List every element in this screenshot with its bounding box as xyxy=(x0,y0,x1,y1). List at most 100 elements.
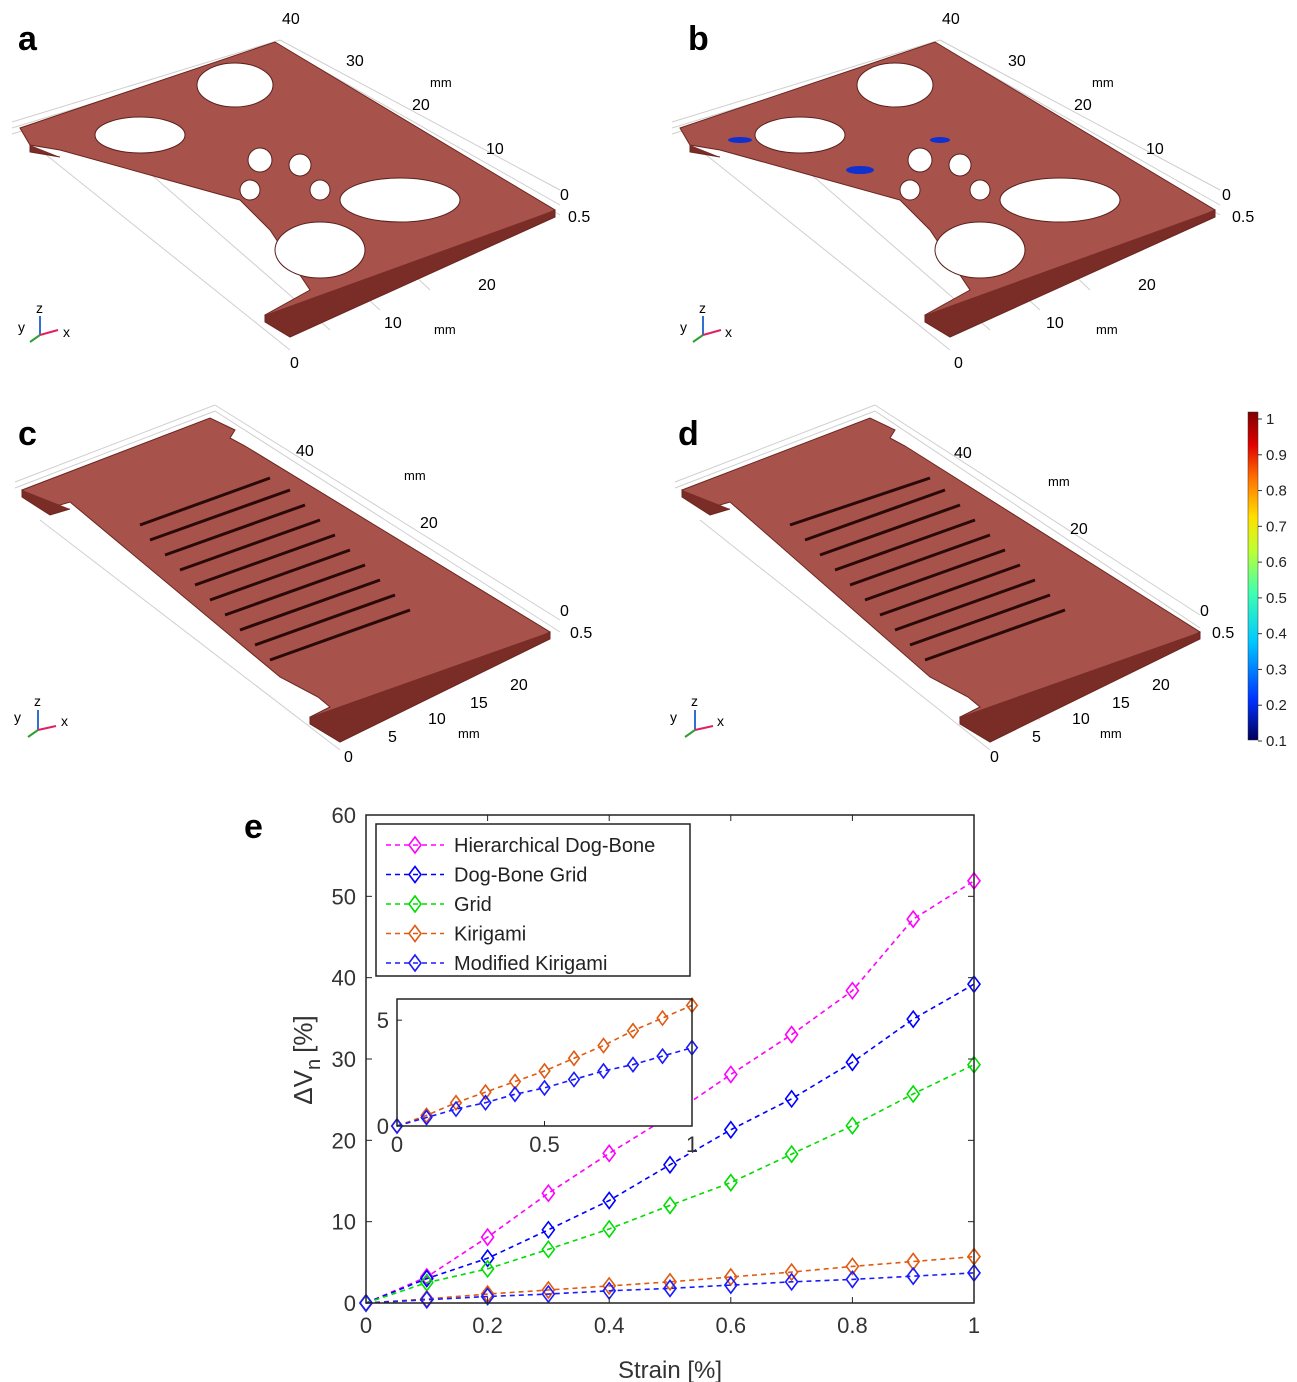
tick-a-u4: 0 xyxy=(560,187,569,204)
tick-d-l4: 0 xyxy=(990,749,999,766)
x-tick-label: 0.2 xyxy=(472,1313,503,1338)
triad-x-d: x xyxy=(717,713,724,729)
series-modified-kirigami xyxy=(359,1263,981,1313)
tick-b-l2: 0 xyxy=(954,355,963,372)
x-tick-label: 0 xyxy=(360,1313,372,1338)
legend-label: Dog-Bone Grid xyxy=(454,865,587,887)
inset-data-point xyxy=(597,1062,610,1080)
data-point xyxy=(602,1219,617,1239)
series-line xyxy=(365,1063,975,1304)
axis-triad-b: y z x xyxy=(680,300,732,343)
inset-data-point xyxy=(420,1107,433,1124)
inset-data-point xyxy=(449,1100,463,1118)
data-point xyxy=(541,1284,556,1304)
colorbar: 1 0.9 0.8 0.7 0.6 0.5 0.4 0.3 0.2 0.1 xyxy=(1247,411,1287,750)
x-tick-label: 0.6 xyxy=(716,1313,747,1338)
unit-a-lower: mm xyxy=(434,322,456,337)
data-point xyxy=(663,1155,677,1175)
data-point xyxy=(906,909,921,929)
tick-d-u2: 0 xyxy=(1200,603,1209,620)
data-point xyxy=(906,1252,921,1271)
panel-c: c 40 mm 20 0 0.5 20 15 10 mm 5 0 y z x xyxy=(14,404,592,766)
legend-marker xyxy=(408,894,422,914)
tick-b-z: 0.5 xyxy=(1232,209,1254,226)
data-point xyxy=(723,1120,738,1140)
inset-data-point xyxy=(538,1079,551,1097)
legend: Hierarchical Dog-Bone Dog-Bone Grid Grid Ki… xyxy=(375,823,691,977)
inset-data-point xyxy=(508,1085,522,1103)
x-tick-label: 1 xyxy=(968,1313,980,1338)
legend-marker xyxy=(408,865,422,884)
tick-b-u2: 20 xyxy=(1074,97,1092,114)
colorbar-tick-label: 0.9 xyxy=(1266,447,1287,464)
triad-x-c: x xyxy=(61,713,68,729)
data-point xyxy=(480,1248,495,1268)
y-tick-label: 30 xyxy=(332,1047,356,1072)
tick-d-z: 0.5 xyxy=(1212,625,1234,642)
y-axis-label: ΔVn [%] xyxy=(288,1015,325,1104)
inset-ticks: 0 0.5 1 0 5 xyxy=(377,1008,698,1157)
tick-a-u2: 20 xyxy=(412,97,430,114)
inset-series-group xyxy=(390,997,699,1135)
legend-label: Hierarchical Dog-Bone xyxy=(454,835,655,857)
tick-b-u0: 40 xyxy=(942,11,960,28)
series-line xyxy=(365,983,975,1304)
triad-z-d: z xyxy=(691,693,698,709)
panel-label-e: e xyxy=(244,808,263,846)
tick-b-u4: 0 xyxy=(1222,187,1231,204)
inset-y-tick-label: 0 xyxy=(377,1114,389,1139)
axis-triad-d: y z x xyxy=(670,693,724,738)
colorbar-tick-label: 0.6 xyxy=(1266,554,1287,571)
tick-d-l2: 10 xyxy=(1072,711,1090,728)
colorbar-tick-label: 0.7 xyxy=(1266,518,1287,535)
legend-items: Hierarchical Dog-Bone Dog-Bone Grid Grid Ki… xyxy=(386,835,655,975)
legend-box xyxy=(375,823,691,977)
data-point xyxy=(419,1290,434,1310)
y-tick-label: 60 xyxy=(332,803,356,828)
data-point xyxy=(784,1272,799,1292)
data-point xyxy=(723,1275,738,1295)
tick-c-z: 0.5 xyxy=(570,625,592,642)
triad-y-b: y xyxy=(680,319,687,335)
tick-b-l1: 10 xyxy=(1046,315,1064,332)
data-point xyxy=(541,1183,556,1203)
data-point xyxy=(602,1191,617,1210)
inset-data-point xyxy=(656,1047,669,1065)
data-point xyxy=(845,1116,860,1136)
tick-a-z: 0.5 xyxy=(568,209,590,226)
specimen-b xyxy=(679,41,1217,338)
inset-background xyxy=(397,999,692,1126)
legend-label: Modified Kirigami xyxy=(454,953,607,975)
tick-c-l0: 20 xyxy=(510,677,528,694)
tick-c-l3: 5 xyxy=(388,729,397,746)
y-axis-label-sub: n xyxy=(303,1059,325,1070)
data-point xyxy=(906,1084,921,1104)
y-tick-label: 50 xyxy=(332,884,356,909)
y-axis-label-main: ΔV xyxy=(288,1069,318,1104)
tick-c-l1: 15 xyxy=(470,695,488,712)
y-tick-label: 0 xyxy=(344,1291,356,1316)
legend-item: Kirigami xyxy=(386,924,526,946)
specimen-d xyxy=(680,417,1202,743)
inset-data-point xyxy=(626,1022,640,1040)
data-point xyxy=(784,1089,799,1109)
tick-a-l1: 10 xyxy=(384,315,402,332)
data-point xyxy=(845,1257,860,1276)
main-series-group xyxy=(359,871,981,1313)
data-point xyxy=(784,1144,799,1164)
series-line xyxy=(365,1255,975,1304)
legend-marker xyxy=(408,924,422,943)
legend-item: Modified Kirigami xyxy=(386,953,607,975)
x-axis-label: Strain [%] xyxy=(618,1357,722,1382)
x-tick-label: 0.4 xyxy=(594,1313,625,1338)
data-point xyxy=(602,1276,617,1296)
tick-a-u0: 40 xyxy=(282,11,300,28)
data-point xyxy=(845,1270,860,1289)
triad-x-a: x xyxy=(63,324,70,340)
panel-label-a: a xyxy=(18,20,38,58)
x-tick-label: 0.8 xyxy=(837,1313,868,1338)
data-point xyxy=(541,1220,556,1240)
tick-d-l1: 15 xyxy=(1112,695,1130,712)
